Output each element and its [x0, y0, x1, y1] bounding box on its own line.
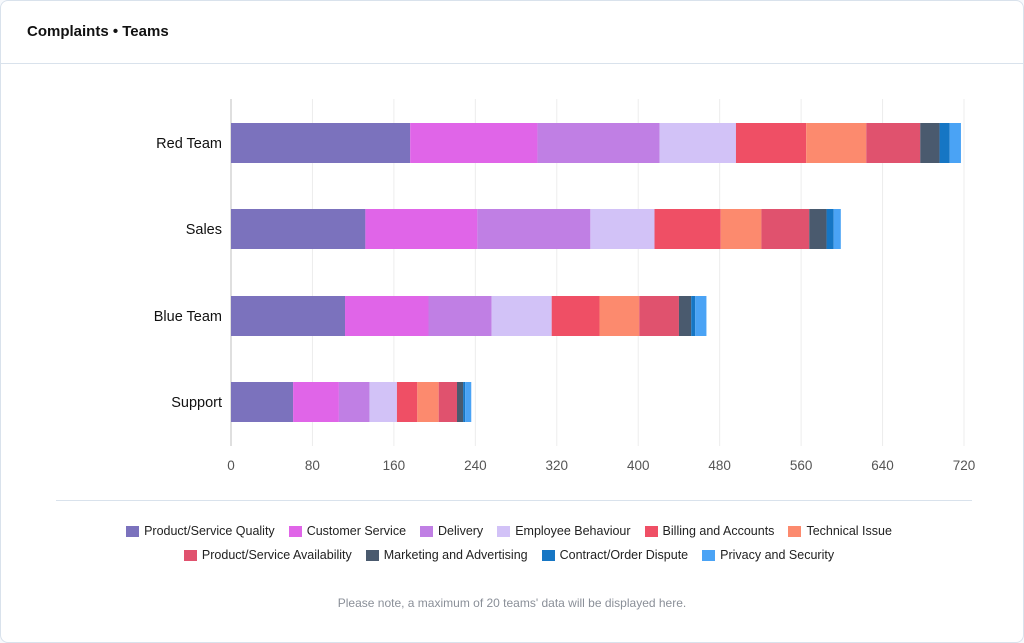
- bar-segment: [806, 123, 867, 163]
- legend-swatch: [644, 525, 658, 537]
- legend-label: Billing and Accounts: [662, 524, 775, 538]
- bar-segment: [457, 382, 464, 422]
- bar-segment: [599, 296, 640, 336]
- category-label: Red Team: [156, 136, 222, 152]
- bar-segment: [809, 209, 827, 249]
- bar-segment: [590, 209, 655, 249]
- bar-segment: [365, 209, 478, 249]
- bar-segment: [231, 382, 294, 422]
- bar-segment: [678, 296, 692, 336]
- x-tick-label: 560: [790, 458, 813, 473]
- bar-segment: [537, 123, 660, 163]
- bar-segment: [826, 209, 834, 249]
- category-label: Blue Team: [154, 309, 222, 325]
- x-tick-label: 320: [546, 458, 569, 473]
- legend-item[interactable]: Technical Issue: [788, 523, 892, 539]
- legend-label: Technical Issue: [806, 524, 892, 538]
- bar-segment: [428, 296, 492, 336]
- legend-item[interactable]: Product/Service Quality: [126, 523, 275, 539]
- bar-segment: [691, 296, 696, 336]
- bar-segment: [491, 296, 552, 336]
- bar-segment: [720, 209, 762, 249]
- legend-item[interactable]: Billing and Accounts: [644, 523, 775, 539]
- bar-segment: [654, 209, 721, 249]
- legend-label: Privacy and Security: [720, 548, 835, 562]
- bar-segment: [939, 123, 950, 163]
- legend-label: Delivery: [438, 524, 484, 538]
- legend-item[interactable]: Customer Service: [288, 523, 407, 539]
- bar-segment: [410, 123, 538, 163]
- x-tick-label: 240: [464, 458, 487, 473]
- x-tick-label: 160: [383, 458, 406, 473]
- x-tick-label: 0: [227, 458, 235, 473]
- bar-segment: [231, 123, 411, 163]
- legend-swatch: [420, 525, 434, 537]
- bar-segment: [231, 296, 346, 336]
- legend-swatch: [497, 525, 511, 537]
- footnote: Please note, a maximum of 20 teams' data…: [337, 596, 687, 610]
- bar-segment: [761, 209, 810, 249]
- legend-label: Marketing and Advertising: [383, 548, 528, 562]
- category-label: Support: [171, 395, 222, 411]
- bar-segment: [231, 209, 366, 249]
- bar-segment: [477, 209, 591, 249]
- legend-item[interactable]: Product/Service Availability: [183, 547, 352, 563]
- bar-segment: [735, 123, 807, 163]
- bar-segment: [695, 296, 707, 336]
- card-title: Complaints • Teams: [27, 23, 169, 40]
- bar-segment: [949, 123, 961, 163]
- chart-legend: Product/Service Quality Customer Service D…: [91, 523, 927, 563]
- legend-divider: [56, 500, 972, 501]
- category-label: Sales: [186, 222, 222, 238]
- legend-swatch: [365, 549, 379, 561]
- bar-segment: [338, 382, 370, 422]
- legend-item[interactable]: Contract/Order Dispute: [541, 547, 689, 563]
- legend-item[interactable]: Delivery: [420, 523, 483, 539]
- bar-segment: [463, 382, 466, 422]
- legend-swatch: [183, 549, 197, 561]
- legend-swatch: [126, 525, 140, 537]
- bar-segment: [417, 382, 439, 422]
- bar-segment: [920, 123, 940, 163]
- x-tick-label: 480: [708, 458, 731, 473]
- x-tick-label: 400: [627, 458, 650, 473]
- legend-label: Product/Service Availability: [201, 548, 352, 562]
- legend-label: Product/Service Quality: [144, 524, 275, 538]
- legend-swatch: [788, 525, 802, 537]
- bar-segment: [438, 382, 458, 422]
- legend-item[interactable]: Privacy and Security: [702, 547, 834, 563]
- bar-segment: [369, 382, 397, 422]
- legend-label: Employee Behaviour: [515, 524, 631, 538]
- card-header: Complaints • Teams: [1, 1, 1023, 64]
- bar-segment: [866, 123, 921, 163]
- bar-segment: [345, 296, 429, 336]
- legend-swatch: [288, 525, 302, 537]
- legend-swatch: [541, 549, 555, 561]
- legend-label: Contract/Order Dispute: [559, 548, 689, 562]
- legend-swatch: [702, 549, 716, 561]
- stacked-bar-chart: 0 80 160 240 320 400 480 560 640 720 Red Team Sales…: [154, 99, 976, 473]
- bar-segment: [551, 296, 600, 336]
- bar-segment: [293, 382, 339, 422]
- bar-segment: [465, 382, 472, 422]
- bar-segment: [639, 296, 679, 336]
- legend-item[interactable]: Marketing and Advertising: [365, 547, 528, 563]
- x-tick-label: 720: [953, 458, 976, 473]
- bar-segment: [396, 382, 418, 422]
- bar-segment: [659, 123, 736, 163]
- legend-label: Customer Service: [306, 524, 407, 538]
- x-tick-label: 80: [305, 458, 320, 473]
- x-tick-label: 640: [871, 458, 894, 473]
- legend-item[interactable]: Employee Behaviour: [497, 523, 631, 539]
- bar-segment: [833, 209, 841, 249]
